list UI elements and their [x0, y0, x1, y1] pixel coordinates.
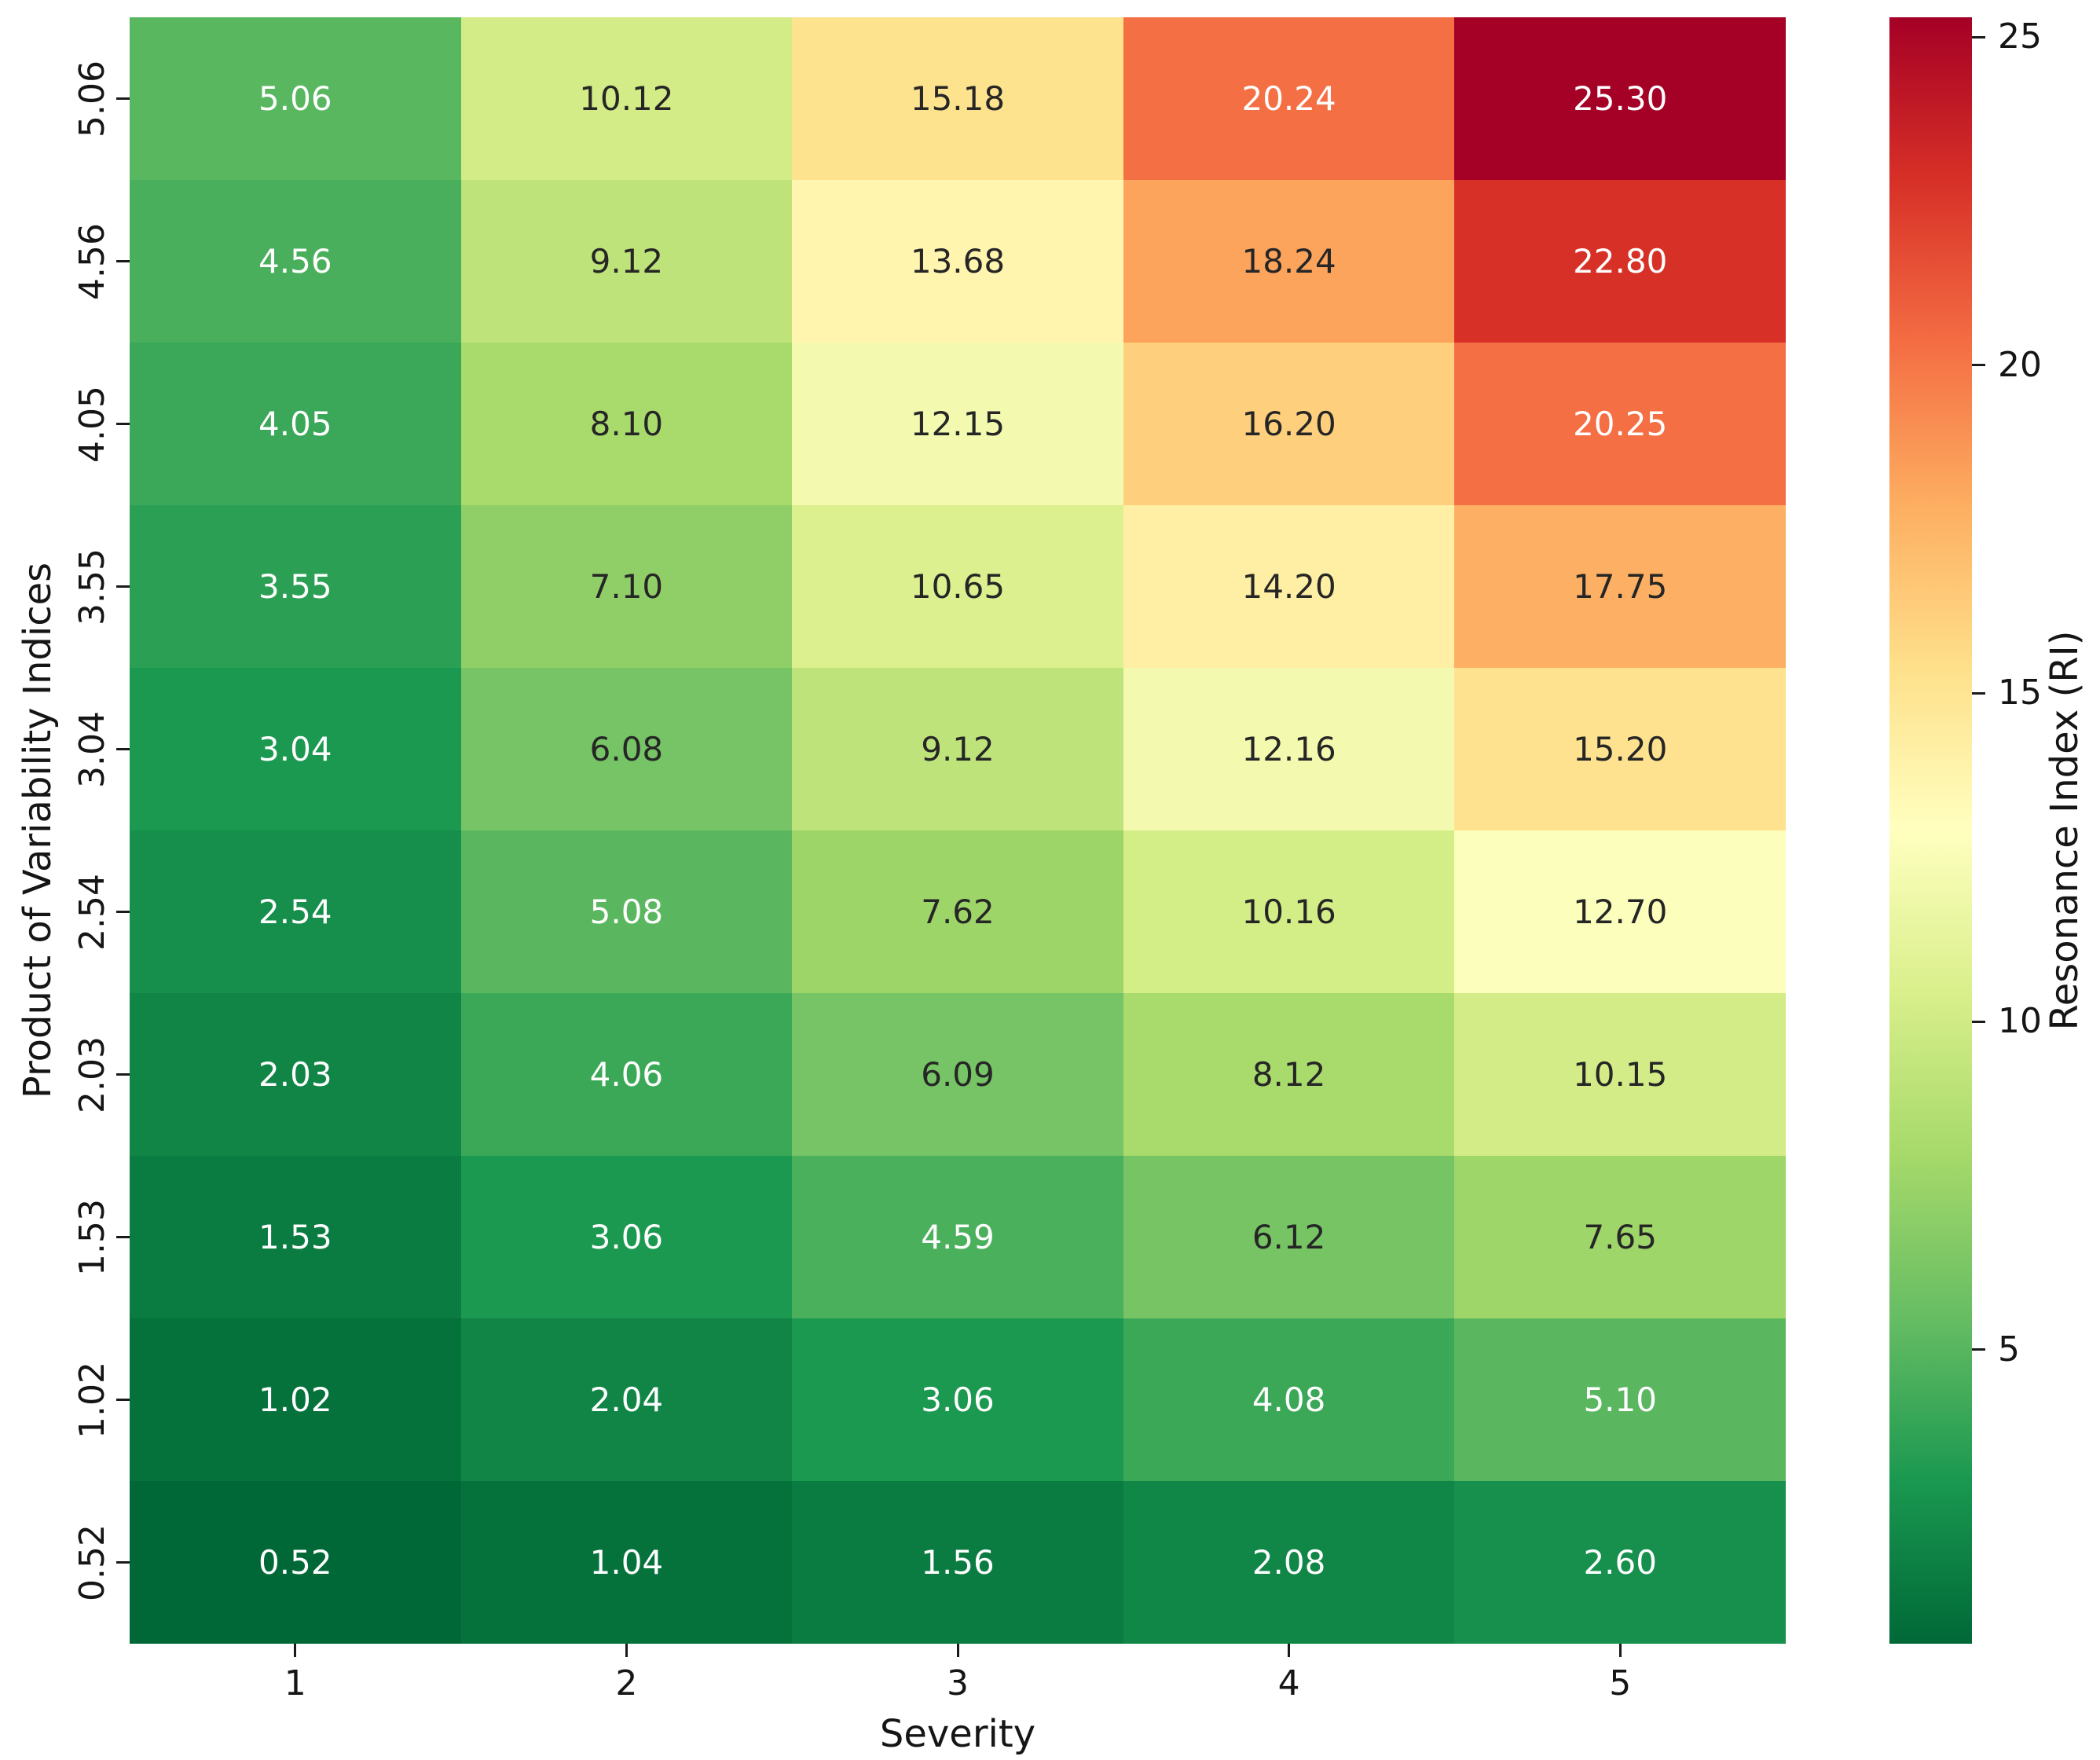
- heatmap-cell: 1.56: [792, 1481, 1123, 1644]
- heatmap-cell: 9.12: [792, 668, 1123, 830]
- heatmap-cell: 5.06: [130, 17, 461, 180]
- x-tick-label: 4: [1277, 1663, 1300, 1703]
- y-tick-label: 4.56: [72, 222, 112, 300]
- tick-mark: [116, 1236, 130, 1238]
- y-tick-label: 3.04: [72, 710, 112, 788]
- heatmap-cell: 15.20: [1454, 668, 1786, 830]
- heatmap-cell: 6.08: [460, 668, 793, 830]
- colorbar-gradient: [1889, 17, 1972, 1644]
- y-tick-label: 0.52: [72, 1524, 112, 1601]
- heatmap-cell: 20.24: [1123, 17, 1455, 180]
- heatmap-cell: 1.04: [460, 1481, 793, 1644]
- heatmap-cell: 13.68: [792, 180, 1123, 343]
- heatmap-cell: 3.04: [130, 668, 461, 830]
- heatmap-cell: 2.54: [130, 830, 461, 993]
- heatmap-cell: 12.16: [1123, 668, 1455, 830]
- heatmap-cell: 1.02: [130, 1318, 461, 1481]
- tick-mark: [1618, 1644, 1622, 1657]
- colorbar-tick-label: 25: [1998, 16, 2042, 57]
- tick-mark: [1972, 35, 1985, 38]
- heatmap-cell: 10.12: [460, 17, 793, 180]
- tick-mark: [1288, 1644, 1291, 1657]
- heatmap-cell: 4.59: [792, 1156, 1123, 1318]
- y-tick-label: 4.05: [72, 385, 112, 463]
- heatmap-cell: 8.12: [1123, 993, 1455, 1156]
- heatmap-cell: 10.16: [1123, 830, 1455, 993]
- heatmap-cell: 15.18: [792, 17, 1123, 180]
- x-tick-label: 3: [947, 1663, 969, 1703]
- tick-mark: [116, 1399, 130, 1401]
- heatmap-cell: 5.08: [460, 830, 793, 993]
- heatmap-cell: 6.12: [1123, 1156, 1455, 1318]
- heatmap-cell: 17.75: [1454, 505, 1786, 668]
- heatmap-cell: 7.10: [460, 505, 793, 668]
- heatmap-grid: 5.06 10.12 15.18 20.24 25.30 4.56 9.12 13.68 18.…: [130, 17, 1786, 1644]
- heatmap-cell: 10.15: [1454, 993, 1786, 1156]
- heatmap-cell: 8.10: [460, 343, 793, 505]
- y-tick-label: 2.03: [72, 1036, 112, 1113]
- heatmap-cell: 3.55: [130, 505, 461, 668]
- heatmap-cell: 4.06: [460, 993, 793, 1156]
- heatmap-cell: 2.60: [1454, 1481, 1786, 1644]
- heatmap-cell: 18.24: [1123, 180, 1455, 343]
- heatmap-cell: 12.70: [1454, 830, 1786, 993]
- x-tick-label: 2: [615, 1663, 638, 1703]
- tick-mark: [116, 585, 130, 588]
- heatmap-cell: 2.08: [1123, 1481, 1455, 1644]
- colorbar-tick-label: 10: [1998, 1001, 2042, 1042]
- tick-mark: [1972, 1348, 1985, 1351]
- heatmap-cell: 3.06: [792, 1318, 1123, 1481]
- colorbar-tick-label: 5: [1998, 1329, 2020, 1370]
- heatmap-cell: 4.05: [130, 343, 461, 505]
- heatmap-cell: 12.15: [792, 343, 1123, 505]
- tick-mark: [294, 1644, 297, 1657]
- colorbar-tick-label: 15: [1998, 673, 2042, 713]
- heatmap-cell: 4.56: [130, 180, 461, 343]
- y-tick-label: 1.53: [72, 1198, 112, 1276]
- heatmap-cell: 1.53: [130, 1156, 461, 1318]
- y-tick-label: 5.06: [72, 60, 112, 138]
- heatmap-cell: 7.62: [792, 830, 1123, 993]
- y-tick-label: 1.02: [72, 1361, 112, 1439]
- tick-mark: [116, 423, 130, 425]
- y-tick-label: 3.55: [72, 548, 112, 625]
- heatmap-cell: 2.03: [130, 993, 461, 1156]
- colorbar-tick-label: 20: [1998, 344, 2042, 385]
- y-tick-label: 2.54: [72, 873, 112, 951]
- heatmap-cell: 16.20: [1123, 343, 1455, 505]
- x-tick-label: 1: [284, 1663, 306, 1703]
- tick-mark: [116, 1561, 130, 1564]
- heatmap-cell: 14.20: [1123, 505, 1455, 668]
- tick-mark: [116, 97, 130, 100]
- x-tick-label: 5: [1609, 1663, 1632, 1703]
- heatmap-cell: 22.80: [1454, 180, 1786, 343]
- heatmap-cell: 7.65: [1454, 1156, 1786, 1318]
- tick-mark: [625, 1644, 628, 1657]
- heatmap-cell: 5.10: [1454, 1318, 1786, 1481]
- y-axis-label: Product of Variability Indices: [16, 562, 60, 1099]
- heatmap-cell: 2.04: [460, 1318, 793, 1481]
- tick-mark: [1972, 691, 1985, 695]
- tick-mark: [116, 260, 130, 262]
- x-axis-label: Severity: [879, 1712, 1036, 1756]
- heatmap-cell: 25.30: [1454, 17, 1786, 180]
- heatmap-cell: 3.06: [460, 1156, 793, 1318]
- tick-mark: [116, 1073, 130, 1076]
- heatmap-cell: 9.12: [460, 180, 793, 343]
- heatmap-cell: 10.65: [792, 505, 1123, 668]
- heatmap-cell: 6.09: [792, 993, 1123, 1156]
- tick-mark: [956, 1644, 959, 1657]
- tick-mark: [1972, 364, 1985, 367]
- tick-mark: [116, 911, 130, 913]
- heatmap-cell: 20.25: [1454, 343, 1786, 505]
- colorbar-label: Resonance Index (RI): [2043, 630, 2087, 1031]
- heatmap-cell: 4.08: [1123, 1318, 1455, 1481]
- tick-mark: [1972, 1020, 1985, 1023]
- heatmap-cell: 0.52: [130, 1481, 461, 1644]
- tick-mark: [116, 748, 130, 750]
